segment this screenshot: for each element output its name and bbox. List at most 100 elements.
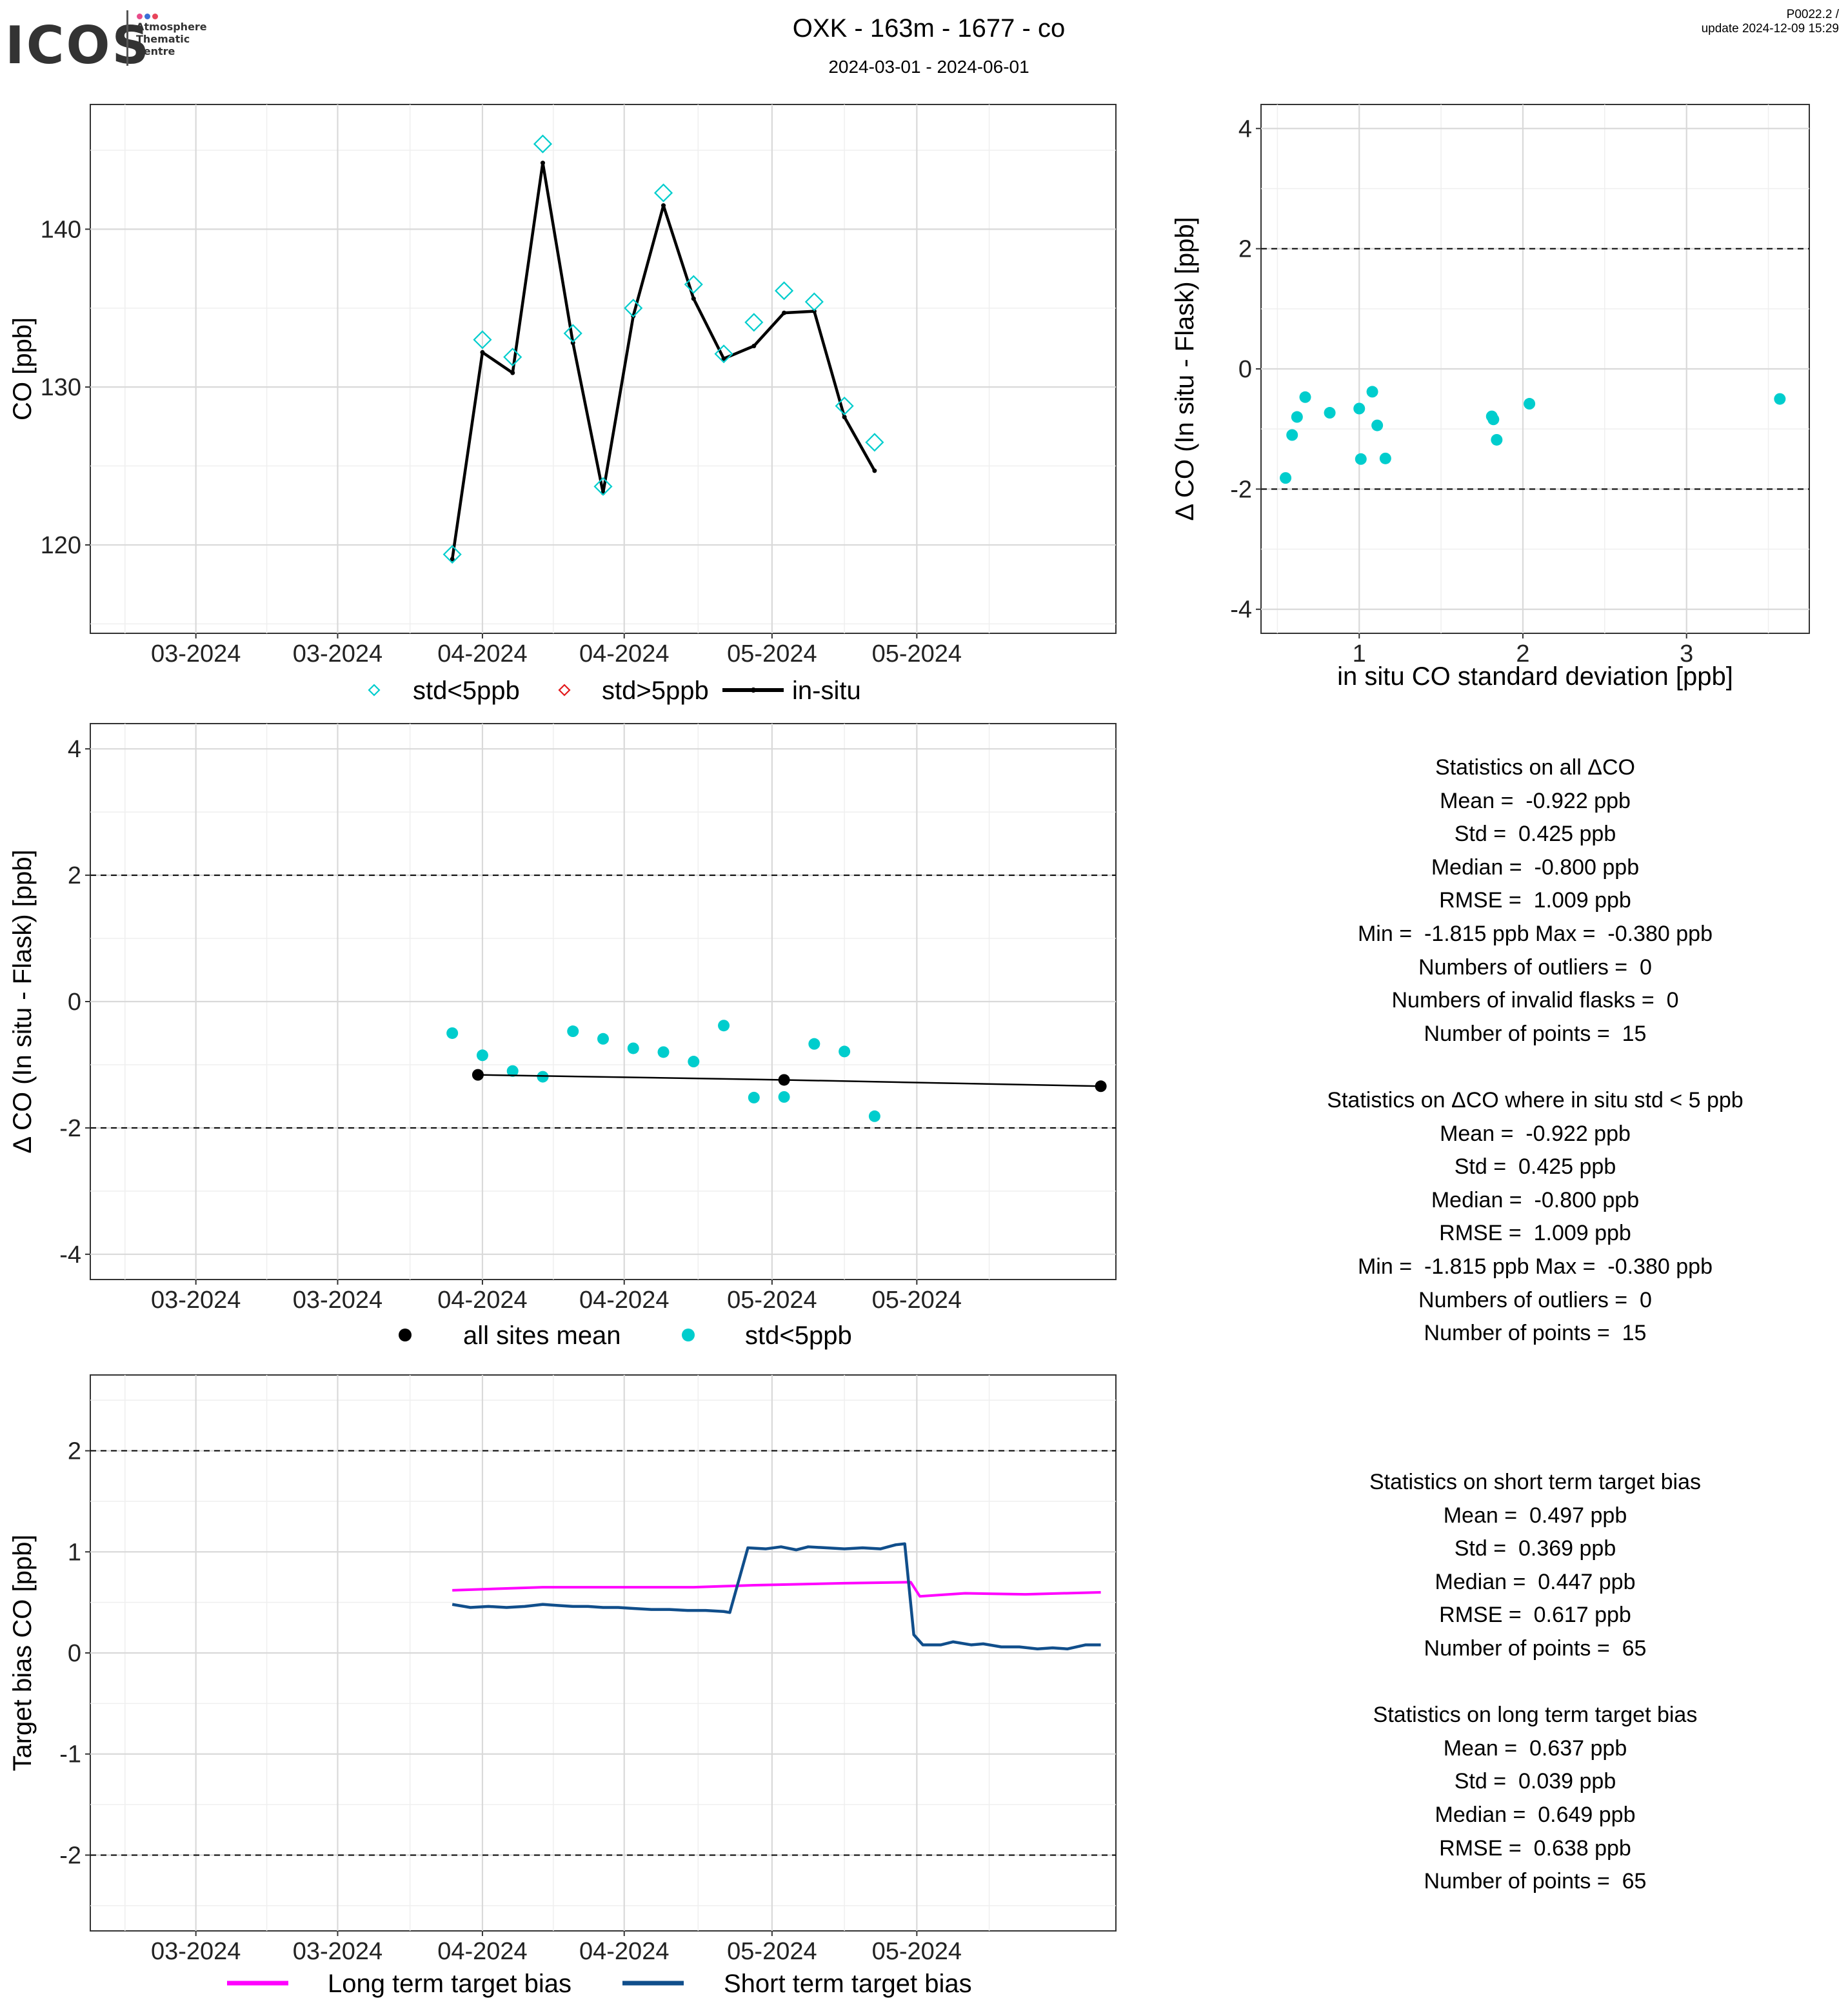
insitu-point (510, 370, 515, 375)
stats-line: Numbers of outliers = 0 (1418, 1287, 1652, 1312)
delta-point (537, 1071, 549, 1083)
delta-point (688, 1056, 700, 1068)
stats-line: Median = -0.800 ppb (1431, 1187, 1640, 1212)
y-tick-label: 2 (1238, 236, 1252, 263)
all-sites-mean-point (472, 1069, 484, 1081)
stats-line: RMSE = 0.638 ppb (1439, 1835, 1631, 1861)
x-tick-label: 1 (1353, 640, 1366, 667)
flask-diamond-std-lt5 (563, 324, 582, 343)
flask-diamond-std-lt5 (442, 545, 462, 564)
version-info: P0022.2 / update 2024-12-09 15:29 (1702, 8, 1839, 36)
delta-point (627, 1042, 639, 1054)
y-tick-label: 2 (68, 862, 81, 889)
stats-line: Mean = -0.922 ppb (1440, 788, 1631, 813)
y-tick-label: -4 (59, 1241, 81, 1269)
stats-line: Numbers of outliers = 0 (1418, 954, 1652, 980)
legend-key-std-lt5 (682, 1329, 695, 1341)
legend-label: all sites mean (463, 1321, 621, 1350)
flask-diamond-std-lt5 (684, 275, 703, 294)
y-tick-label: 4 (1238, 115, 1252, 143)
stats-line: Mean = 0.497 ppb (1443, 1503, 1627, 1528)
stats-line: Std = 0.425 ppb (1454, 822, 1616, 847)
flask-diamond-std-lt5 (473, 330, 492, 350)
delta-point (476, 1049, 488, 1062)
x-tick-label: 05-2024 (727, 640, 817, 667)
delta-point (1371, 419, 1384, 431)
x-tick-label: 05-2024 (872, 640, 962, 667)
co-timeseries-chart: 120 130 140 03-2024 03-2024 04-2024 04-2024 05-… (8, 104, 1117, 705)
legend-label: std>5ppb (602, 677, 709, 705)
insitu-point (782, 310, 787, 315)
stats-line: RMSE = 1.009 ppb (1439, 1221, 1631, 1246)
stats-line: Number of points = 65 (1424, 1636, 1647, 1661)
insitu-point (570, 341, 575, 346)
y-tick-label: 120 (41, 532, 81, 559)
x-tick-label: 03-2024 (293, 1938, 383, 1965)
logo-wordmark: ICOS (5, 15, 152, 75)
y-tick-label: -4 (1230, 597, 1252, 624)
logo-line1: Atmosphere (136, 21, 207, 33)
stats-line: Mean = -0.922 ppb (1440, 1121, 1631, 1146)
delta-timeseries-chart: -4 -2 0 2 4 03-2024 03-2024 04-2024 04-2024 05-20… (8, 723, 1117, 1350)
x-tick-label: 03-2024 (151, 640, 241, 667)
page-subtitle: 2024-03-01 - 2024-06-01 (828, 57, 1029, 77)
all-sites-mean-point (1095, 1080, 1107, 1092)
delta-point (839, 1045, 851, 1058)
delta-point (1324, 407, 1336, 419)
insitu-point (811, 309, 817, 314)
y-axis-label: Δ CO (In situ - Flask) [ppb] (8, 849, 37, 1153)
insitu-point (450, 557, 455, 562)
stats-line (1226, 1666, 1845, 1699)
stats-line: Numbers of invalid flasks = 0 (1391, 988, 1679, 1013)
delta-point (1379, 452, 1391, 464)
flask-diamond-std-lt5 (714, 344, 733, 364)
delta-point (1280, 472, 1292, 484)
legend-label: in-situ (792, 677, 861, 705)
delta-point (718, 1020, 730, 1032)
x-tick-label: 05-2024 (872, 1287, 962, 1314)
x-axis-label: in situ CO standard deviation [ppb] (1337, 662, 1733, 691)
delta-point (868, 1110, 880, 1122)
stats-line: Median = 0.447 ppb (1435, 1569, 1636, 1594)
delta-point (657, 1046, 670, 1058)
y-axis-label: CO [ppb] (8, 317, 37, 420)
delta-point (1366, 386, 1378, 398)
stats-line: Mean = 0.637 ppb (1443, 1735, 1627, 1761)
insitu-point (691, 296, 696, 301)
flask-diamond-std-lt5 (653, 183, 673, 203)
stats-line: Std = 0.369 ppb (1454, 1536, 1616, 1561)
legend-key-std-gt5 (558, 684, 571, 697)
stats-line: Std = 0.039 ppb (1454, 1769, 1616, 1794)
flask-diamond-std-lt5 (744, 313, 764, 332)
stats-line: Statistics on all ΔCO (1435, 755, 1635, 780)
x-tick-label: 05-2024 (727, 1287, 817, 1314)
delta-point (567, 1025, 579, 1038)
stats-line: Min = -1.815 ppb Max = -0.380 ppb (1357, 1254, 1713, 1279)
all-sites-mean-point (778, 1074, 790, 1086)
insitu-point (751, 344, 757, 349)
y-tick-label: 2 (68, 1438, 81, 1465)
flask-diamond-std-lt5 (835, 396, 854, 416)
delta-vs-std-chart: -4 -2 0 2 4 1 2 3 Δ CO (In situ - Flask) [ppb] in… (1171, 104, 1810, 691)
delta-statistics-panel: Statistics on all ΔCO Mean = -0.922 ppb St… (1226, 751, 1845, 1350)
flask-diamond-std-lt5 (804, 292, 824, 311)
flask-diamond-std-lt5 (624, 299, 643, 318)
long-term-bias-line (452, 1581, 1101, 1598)
target-bias-chart: -2 -1 0 1 2 03-2024 03-2024 04-2024 04-2024 05-20… (8, 1374, 1117, 1998)
stats-line: Min = -1.815 ppb Max = -0.380 ppb (1357, 921, 1713, 946)
x-tick-label: 04-2024 (437, 1287, 527, 1314)
delta-point (446, 1027, 459, 1039)
logo-dots (137, 11, 160, 23)
legend-label: std<5ppb (745, 1321, 852, 1350)
x-tick-label: 05-2024 (872, 1938, 962, 1965)
flask-diamond-std-lt5 (865, 433, 884, 452)
legend-label: Long term target bias (328, 1970, 571, 1998)
legend-label: std<5ppb (413, 677, 520, 705)
short-term-bias-line (452, 1542, 1101, 1650)
delta-point (506, 1065, 519, 1077)
logo-line3: Centre (136, 45, 175, 57)
y-tick-label: -1 (59, 1741, 81, 1768)
flask-diamond-std-lt5 (775, 281, 794, 301)
page-title: OXK - 163m - 1677 - co (792, 14, 1066, 43)
y-tick-label: -2 (1230, 476, 1252, 503)
